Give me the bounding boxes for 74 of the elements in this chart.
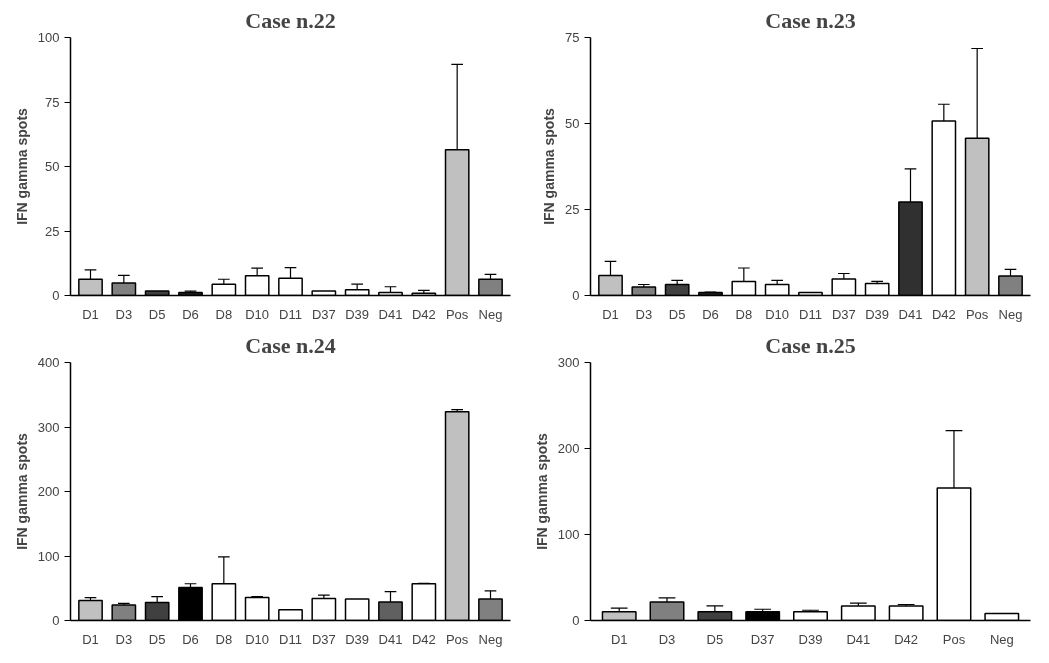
y-tick-label: 400 — [37, 355, 60, 370]
x-tick-label: D11 — [279, 306, 302, 322]
x-tick-label: D5 — [148, 631, 166, 647]
y-tick-label: 50 — [45, 159, 60, 174]
x-tick-label: D10 — [245, 631, 270, 647]
y-tick-label: 300 — [37, 419, 60, 435]
x-tick-label: Pos — [445, 631, 469, 647]
x-tick-label: D3 — [635, 306, 653, 322]
x-tick-label: Neg — [478, 631, 503, 647]
x-tick-label: D5 — [668, 306, 686, 322]
y-tick-label: 75 — [565, 30, 580, 45]
x-tick-label: D5 — [706, 631, 724, 647]
y-tick-label: 50 — [565, 116, 580, 131]
x-tick-label: D6 — [182, 631, 199, 647]
x-tick-label: D1 — [602, 306, 619, 322]
x-tick-label: D1 — [610, 631, 628, 647]
x-tick-label: D41 — [898, 306, 923, 322]
x-tick-label: D10 — [245, 306, 270, 322]
y-tick-label: 100 — [557, 527, 580, 542]
chart-title: Case n.23 — [765, 7, 856, 33]
x-tick-label: D41 — [378, 306, 403, 322]
x-tick-label: D8 — [215, 631, 233, 647]
x-tick-label: D8 — [735, 306, 753, 322]
x-tick-label: D6 — [182, 306, 199, 322]
x-tick-label: D42 — [411, 631, 436, 647]
chart-title: Case n.22 — [245, 7, 336, 33]
x-tick-label: D8 — [215, 306, 233, 322]
y-tick-label: 100 — [37, 30, 60, 45]
x-tick-label: Neg — [478, 306, 503, 322]
y-tick-label: 100 — [37, 548, 60, 564]
x-tick-label: D39 — [345, 306, 370, 322]
x-tick-label: D41 — [846, 631, 871, 647]
x-tick-label: D42 — [931, 306, 956, 322]
y-tick-label: 0 — [52, 288, 60, 303]
x-tick-label: D3 — [658, 631, 676, 647]
x-tick-label: D37 — [750, 631, 775, 647]
y-tick-label: 0 — [572, 613, 580, 628]
x-tick-label: D42 — [894, 631, 919, 647]
y-axis-title: IFN gamma spots — [13, 432, 30, 550]
y-axis-title: IFN gamma spots — [13, 107, 30, 225]
x-tick-label: D37 — [311, 306, 336, 322]
x-tick-label: D11 — [799, 306, 822, 322]
x-tick-label: D42 — [411, 306, 436, 322]
y-axis-title: IFN gamma spots — [533, 432, 550, 550]
x-tick-label: D39 — [865, 306, 890, 322]
x-tick-label: D39 — [345, 631, 370, 647]
y-tick-label: 75 — [45, 94, 60, 110]
x-tick-label: D1 — [82, 631, 99, 647]
chart-title: Case n.24 — [245, 332, 336, 358]
x-tick-label: D39 — [798, 631, 823, 647]
x-tick-label: D11 — [279, 631, 302, 647]
x-tick-label: D3 — [115, 306, 133, 322]
x-tick-label: D41 — [378, 631, 403, 647]
x-tick-label: Pos — [445, 306, 469, 322]
chart-title: Case n.25 — [765, 332, 856, 358]
y-tick-label: 25 — [45, 223, 60, 239]
x-tick-label: D5 — [148, 306, 166, 322]
x-tick-label: Neg — [998, 306, 1023, 322]
x-tick-label: Neg — [989, 631, 1014, 647]
y-tick-label: 200 — [37, 484, 60, 499]
y-axis-title: IFN gamma spots — [541, 107, 558, 225]
y-tick-label: 200 — [557, 441, 580, 456]
x-tick-label: D6 — [702, 306, 719, 322]
y-tick-label: 300 — [557, 355, 580, 370]
y-tick-label: 0 — [572, 288, 580, 303]
y-tick-label: 25 — [565, 202, 580, 217]
x-tick-label: D1 — [82, 306, 99, 322]
x-tick-label: D10 — [765, 306, 790, 322]
x-tick-label: D3 — [115, 631, 133, 647]
x-tick-label: D37 — [831, 306, 856, 322]
x-tick-label: Pos — [942, 631, 966, 647]
x-tick-label: Pos — [965, 306, 989, 322]
x-tick-label: D37 — [311, 631, 336, 647]
y-tick-label: 0 — [52, 613, 60, 628]
